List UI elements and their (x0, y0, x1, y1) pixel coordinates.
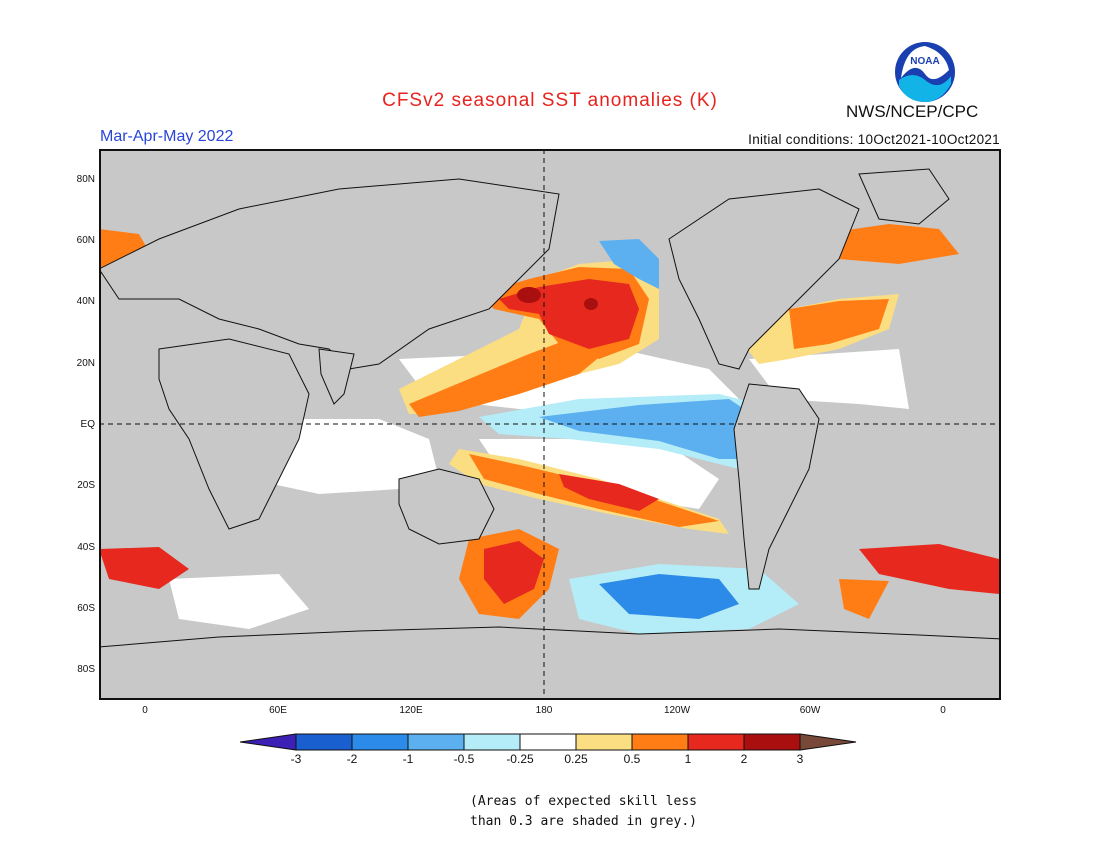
skill-note: (Areas of expected skill less than 0.3 a… (470, 792, 697, 832)
colorbar (240, 733, 857, 751)
season-label: Mar-Apr-May 2022 (100, 128, 234, 145)
colorbar-label: -0.25 (506, 752, 534, 766)
lon-label: 120E (399, 705, 423, 716)
lon-label: 120W (663, 705, 691, 716)
southern-ocean-cool (599, 574, 739, 619)
south-atlantic-warm-patch (839, 579, 889, 619)
map-frame (99, 149, 1001, 700)
colorbar-segment (743, 733, 801, 751)
colorbar-segment (407, 733, 465, 751)
colorbar-left-arrow (240, 733, 297, 751)
lat-label: 60N (76, 235, 95, 246)
north-atlantic-warm (789, 299, 889, 349)
north-america (668, 188, 860, 370)
lat-label: 40N (76, 296, 95, 307)
colorbar-right-arrow (799, 733, 857, 751)
lat-label: EQ (80, 419, 95, 430)
colorbar-segment (575, 733, 633, 751)
lat-label: 20N (76, 358, 95, 369)
lon-label: 60E (269, 705, 287, 716)
south-atlantic-warm-east (859, 544, 999, 594)
south-america (733, 383, 820, 590)
equatorial-cool-tongue (539, 399, 764, 459)
india (318, 348, 355, 405)
north-atlantic-subpolar-warm (819, 224, 959, 264)
colorbar-label: 1 (684, 752, 692, 766)
colorbar-segment (295, 733, 353, 751)
north-pacific-warm-center-east (584, 298, 598, 310)
australia (398, 468, 495, 545)
lon-label: 60W (799, 705, 821, 716)
colorbar-segment (687, 733, 745, 751)
colorbar-label: 0.25 (564, 752, 588, 766)
eurasia (100, 178, 560, 370)
south-pacific-warm-core (559, 474, 659, 511)
colorbar-label: -2 (346, 752, 358, 766)
lat-label: 20S (77, 480, 95, 491)
skill-note-line2: than 0.3 are shaded in grey.) (470, 814, 697, 829)
colorbar-label: -3 (290, 752, 302, 766)
antarctica (100, 626, 1000, 699)
tasman-warm-core (484, 541, 544, 604)
map-title: CFSv2 seasonal SST anomalies (K) (382, 90, 718, 111)
skill-note-line1: (Areas of expected skill less (470, 794, 697, 809)
lon-label: 180 (535, 705, 553, 716)
colorbar-label: 2 (740, 752, 748, 766)
west-pacific-warm-band (409, 339, 609, 417)
colorbar-segment (519, 733, 577, 751)
lat-label: 80N (76, 174, 95, 185)
lon-label: 0 (940, 705, 946, 716)
lat-label: 40S (77, 542, 95, 553)
sst-anomaly-map (99, 149, 1001, 700)
pacific-neutral-south (479, 439, 719, 509)
lon-label: 0 (142, 705, 148, 716)
agency-label: NWS/NCEP/CPC (846, 102, 979, 121)
colorbar-segment (351, 733, 409, 751)
north-pacific-warm-center (517, 287, 541, 303)
colorbar-label: 0.5 (623, 752, 641, 766)
south-indian-neutral (169, 574, 309, 629)
colorbar-label: -1 (402, 752, 414, 766)
greenland (858, 168, 950, 225)
africa (158, 338, 310, 530)
logo-text: NOAA (910, 56, 939, 67)
lat-label: 80S (77, 664, 95, 675)
continents (100, 168, 1000, 699)
south-atlantic-warm-west (100, 547, 189, 589)
noaa-logo: NOAA (895, 42, 955, 102)
colorbar-segment (463, 733, 521, 751)
northeast-pacific-cool (599, 239, 659, 289)
colorbar-label: 3 (796, 752, 804, 766)
lat-label: 60S (77, 603, 95, 614)
initial-conditions-label: Initial conditions: 10Oct2021-10Oct2021 (748, 132, 1000, 147)
colorbar-segment (631, 733, 689, 751)
colorbar-label: -0.5 (453, 752, 475, 766)
